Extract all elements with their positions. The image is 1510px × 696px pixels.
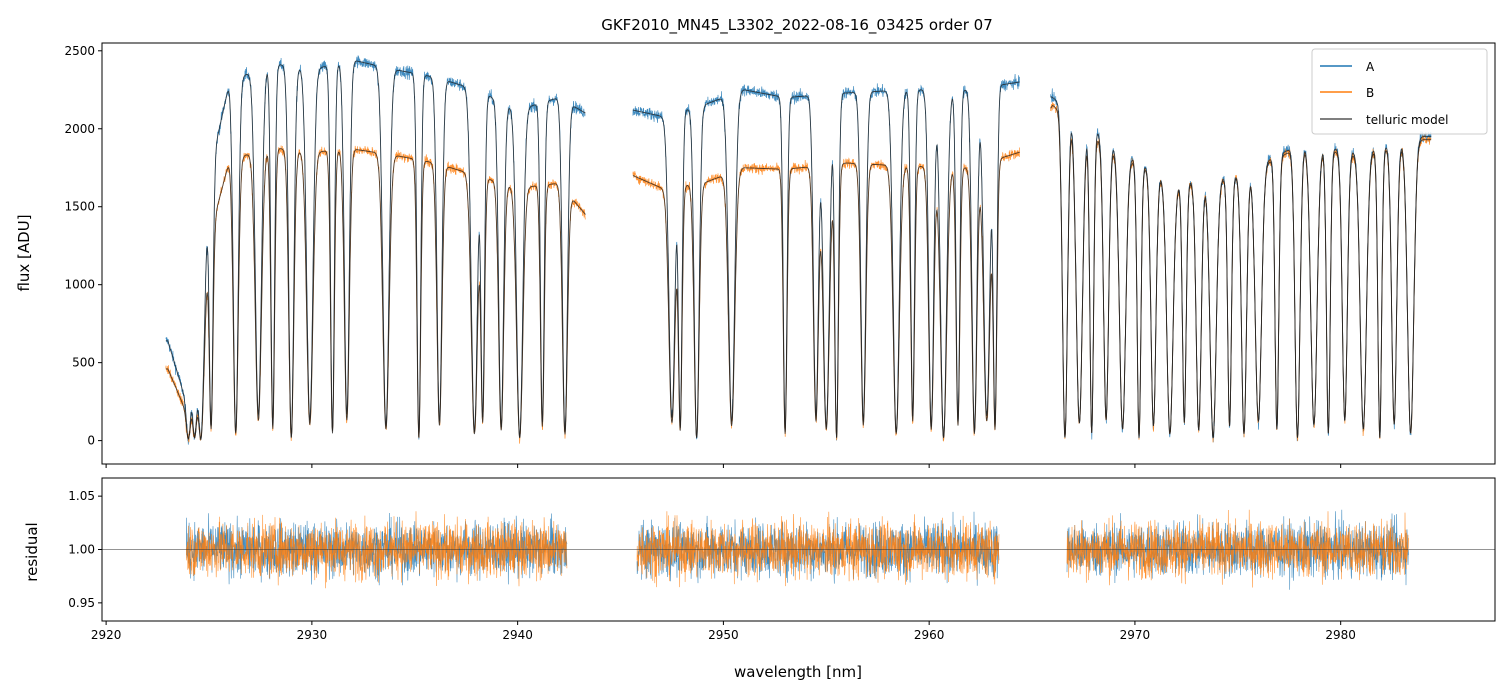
residual-line-b [636, 511, 1000, 588]
residual-line-b [186, 511, 568, 589]
telluric-model-line [632, 151, 1020, 439]
flux-x-ticks [105, 464, 1342, 468]
residual-series-group [186, 509, 1409, 590]
flux-axes-frame [101, 42, 1496, 465]
residual-x-tick-label: 2940 [502, 628, 533, 642]
flux-y-axis-label: flux [ADU] [15, 214, 33, 291]
residual-y-axis-label: residual [23, 522, 41, 581]
legend-label-telluric: telluric model [1366, 113, 1448, 127]
legend-label-b: B [1366, 86, 1374, 100]
flux-series-group [165, 55, 1432, 445]
residual-line-b [1066, 509, 1409, 588]
residual-y-tick-label: 0.95 [68, 596, 95, 610]
residual-x-tick-label: 2960 [914, 628, 945, 642]
flux-panel: 0 500 1000 1500 2000 2500 flux [ADU] A B tell… [15, 42, 1496, 468]
flux-y-tick-label: 1500 [64, 200, 95, 214]
legend-label-a: A [1366, 60, 1375, 74]
residual-x-tick-label: 2980 [1325, 628, 1356, 642]
residual-x-tick-label: 2920 [91, 628, 122, 642]
x-axis-label: wavelength [nm] [734, 663, 862, 681]
flux-y-ticks: 0 500 1000 1500 2000 2500 [64, 44, 102, 448]
telluric-model-line [165, 148, 586, 441]
flux-y-tick-label: 2500 [64, 44, 95, 58]
residual-x-tick-label: 2970 [1120, 628, 1151, 642]
chart-title: GKF2010_MN45_L3302_2022-08-16_03425 orde… [601, 16, 993, 35]
flux-y-tick-label: 2000 [64, 122, 95, 136]
residual-x-tick-label: 2930 [297, 628, 328, 642]
flux-y-tick-label: 500 [72, 356, 95, 370]
legend-box [1311, 48, 1488, 135]
residual-y-ticks: 0.95 1.00 1.05 [68, 489, 102, 610]
flux-y-tick-label: 1000 [64, 278, 95, 292]
residual-y-tick-label: 1.00 [68, 543, 95, 557]
residual-panel: 0.95 1.00 1.05 2920 2930 2940 2950 2960 2970 298… [23, 477, 1496, 681]
legend: A B telluric model [1311, 48, 1488, 135]
telluric-model-line [1050, 104, 1432, 439]
residual-x-tick-label: 2950 [708, 628, 739, 642]
flux-y-tick-label: 0 [87, 434, 95, 448]
residual-y-tick-label: 1.05 [68, 489, 95, 503]
residual-x-ticks: 2920 2930 2940 2950 2960 2970 2980 [91, 621, 1356, 642]
